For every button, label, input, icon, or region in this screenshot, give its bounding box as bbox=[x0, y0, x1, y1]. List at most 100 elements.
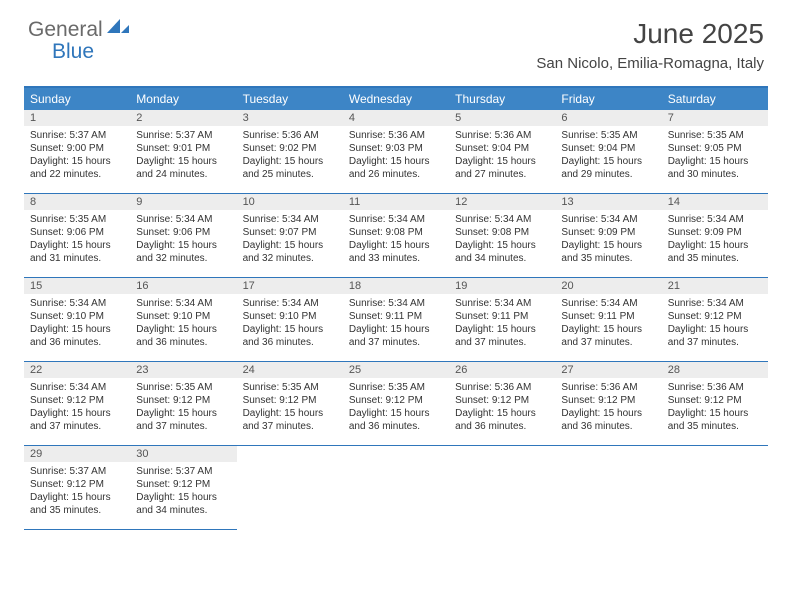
daylight-text: and 37 minutes. bbox=[30, 420, 124, 433]
day-details: Sunrise: 5:36 AMSunset: 9:02 PMDaylight:… bbox=[237, 126, 343, 185]
day-details: Sunrise: 5:34 AMSunset: 9:11 PMDaylight:… bbox=[555, 294, 661, 353]
daylight-text: and 36 minutes. bbox=[349, 420, 443, 433]
daylight-text: Daylight: 15 hours bbox=[136, 323, 230, 336]
day-details: Sunrise: 5:36 AMSunset: 9:03 PMDaylight:… bbox=[343, 126, 449, 185]
sunrise-text: Sunrise: 5:34 AM bbox=[349, 297, 443, 310]
day-cell: 7Sunrise: 5:35 AMSunset: 9:05 PMDaylight… bbox=[662, 110, 768, 193]
day-number: 28 bbox=[662, 362, 768, 378]
sunrise-text: Sunrise: 5:34 AM bbox=[136, 213, 230, 226]
sunset-text: Sunset: 9:12 PM bbox=[668, 310, 762, 323]
day-number: 6 bbox=[555, 110, 661, 126]
daylight-text: Daylight: 15 hours bbox=[349, 155, 443, 168]
day-details: Sunrise: 5:34 AMSunset: 9:10 PMDaylight:… bbox=[237, 294, 343, 353]
daylight-text: and 36 minutes. bbox=[243, 336, 337, 349]
week-row: 15Sunrise: 5:34 AMSunset: 9:10 PMDayligh… bbox=[24, 278, 768, 362]
daylight-text: Daylight: 15 hours bbox=[136, 407, 230, 420]
day-number: 22 bbox=[24, 362, 130, 378]
day-cell: 20Sunrise: 5:34 AMSunset: 9:11 PMDayligh… bbox=[555, 278, 661, 361]
sunset-text: Sunset: 9:03 PM bbox=[349, 142, 443, 155]
sunrise-text: Sunrise: 5:35 AM bbox=[136, 381, 230, 394]
daylight-text: Daylight: 15 hours bbox=[455, 155, 549, 168]
daylight-text: Daylight: 15 hours bbox=[136, 155, 230, 168]
daylight-text: Daylight: 15 hours bbox=[243, 239, 337, 252]
daylight-text: and 36 minutes. bbox=[561, 420, 655, 433]
sunrise-text: Sunrise: 5:35 AM bbox=[668, 129, 762, 142]
day-details: Sunrise: 5:34 AMSunset: 9:11 PMDaylight:… bbox=[343, 294, 449, 353]
sunset-text: Sunset: 9:06 PM bbox=[30, 226, 124, 239]
month-title: June 2025 bbox=[536, 18, 764, 50]
day-cell: 19Sunrise: 5:34 AMSunset: 9:11 PMDayligh… bbox=[449, 278, 555, 361]
daylight-text: Daylight: 15 hours bbox=[455, 407, 549, 420]
sunrise-text: Sunrise: 5:35 AM bbox=[243, 381, 337, 394]
day-cell: 14Sunrise: 5:34 AMSunset: 9:09 PMDayligh… bbox=[662, 194, 768, 277]
calendar: Sunday Monday Tuesday Wednesday Thursday… bbox=[24, 86, 768, 530]
day-number: 2 bbox=[130, 110, 236, 126]
day-number: 1 bbox=[24, 110, 130, 126]
day-number: 9 bbox=[130, 194, 236, 210]
sunrise-text: Sunrise: 5:34 AM bbox=[30, 381, 124, 394]
day-details: Sunrise: 5:36 AMSunset: 9:12 PMDaylight:… bbox=[662, 378, 768, 437]
weekday-header: Sunday bbox=[24, 88, 130, 110]
daylight-text: Daylight: 15 hours bbox=[455, 239, 549, 252]
day-cell: 25Sunrise: 5:35 AMSunset: 9:12 PMDayligh… bbox=[343, 362, 449, 445]
sunrise-text: Sunrise: 5:34 AM bbox=[561, 297, 655, 310]
daylight-text: Daylight: 15 hours bbox=[668, 155, 762, 168]
day-number: 27 bbox=[555, 362, 661, 378]
day-number: 18 bbox=[343, 278, 449, 294]
daylight-text: and 34 minutes. bbox=[136, 504, 230, 517]
sunrise-text: Sunrise: 5:36 AM bbox=[455, 381, 549, 394]
day-cell: 23Sunrise: 5:35 AMSunset: 9:12 PMDayligh… bbox=[130, 362, 236, 445]
sunset-text: Sunset: 9:12 PM bbox=[349, 394, 443, 407]
daylight-text: and 36 minutes. bbox=[30, 336, 124, 349]
daylight-text: and 37 minutes. bbox=[349, 336, 443, 349]
day-details: Sunrise: 5:34 AMSunset: 9:12 PMDaylight:… bbox=[24, 378, 130, 437]
day-cell: 26Sunrise: 5:36 AMSunset: 9:12 PMDayligh… bbox=[449, 362, 555, 445]
daylight-text: and 26 minutes. bbox=[349, 168, 443, 181]
day-number: 13 bbox=[555, 194, 661, 210]
daylight-text: and 36 minutes. bbox=[136, 336, 230, 349]
weekday-header: Friday bbox=[555, 88, 661, 110]
day-number: 3 bbox=[237, 110, 343, 126]
location-subtitle: San Nicolo, Emilia-Romagna, Italy bbox=[536, 55, 764, 72]
daylight-text: Daylight: 15 hours bbox=[668, 323, 762, 336]
sunrise-text: Sunrise: 5:37 AM bbox=[136, 129, 230, 142]
sunset-text: Sunset: 9:10 PM bbox=[30, 310, 124, 323]
daylight-text: and 35 minutes. bbox=[30, 504, 124, 517]
sunrise-text: Sunrise: 5:37 AM bbox=[30, 465, 124, 478]
sunrise-text: Sunrise: 5:34 AM bbox=[668, 213, 762, 226]
day-number: 5 bbox=[449, 110, 555, 126]
daylight-text: Daylight: 15 hours bbox=[349, 239, 443, 252]
day-number: 19 bbox=[449, 278, 555, 294]
day-details: Sunrise: 5:37 AMSunset: 9:01 PMDaylight:… bbox=[130, 126, 236, 185]
week-row: 29Sunrise: 5:37 AMSunset: 9:12 PMDayligh… bbox=[24, 446, 237, 530]
day-details: Sunrise: 5:35 AMSunset: 9:12 PMDaylight:… bbox=[130, 378, 236, 437]
daylight-text: and 32 minutes. bbox=[136, 252, 230, 265]
sunrise-text: Sunrise: 5:34 AM bbox=[243, 213, 337, 226]
sunrise-text: Sunrise: 5:34 AM bbox=[30, 297, 124, 310]
sunset-text: Sunset: 9:12 PM bbox=[136, 394, 230, 407]
sunset-text: Sunset: 9:11 PM bbox=[349, 310, 443, 323]
day-number: 7 bbox=[662, 110, 768, 126]
day-details: Sunrise: 5:35 AMSunset: 9:04 PMDaylight:… bbox=[555, 126, 661, 185]
day-cell: 4Sunrise: 5:36 AMSunset: 9:03 PMDaylight… bbox=[343, 110, 449, 193]
day-details: Sunrise: 5:34 AMSunset: 9:08 PMDaylight:… bbox=[343, 210, 449, 269]
week-row: 22Sunrise: 5:34 AMSunset: 9:12 PMDayligh… bbox=[24, 362, 768, 446]
daylight-text: and 33 minutes. bbox=[349, 252, 443, 265]
day-details: Sunrise: 5:34 AMSunset: 9:06 PMDaylight:… bbox=[130, 210, 236, 269]
daylight-text: and 36 minutes. bbox=[455, 420, 549, 433]
day-cell: 15Sunrise: 5:34 AMSunset: 9:10 PMDayligh… bbox=[24, 278, 130, 361]
day-cell: 12Sunrise: 5:34 AMSunset: 9:08 PMDayligh… bbox=[449, 194, 555, 277]
day-details: Sunrise: 5:37 AMSunset: 9:12 PMDaylight:… bbox=[130, 462, 236, 521]
day-details: Sunrise: 5:35 AMSunset: 9:05 PMDaylight:… bbox=[662, 126, 768, 185]
day-details: Sunrise: 5:35 AMSunset: 9:06 PMDaylight:… bbox=[24, 210, 130, 269]
day-details: Sunrise: 5:34 AMSunset: 9:10 PMDaylight:… bbox=[24, 294, 130, 353]
daylight-text: Daylight: 15 hours bbox=[30, 323, 124, 336]
day-details: Sunrise: 5:36 AMSunset: 9:12 PMDaylight:… bbox=[449, 378, 555, 437]
day-details: Sunrise: 5:34 AMSunset: 9:09 PMDaylight:… bbox=[555, 210, 661, 269]
day-details: Sunrise: 5:34 AMSunset: 9:07 PMDaylight:… bbox=[237, 210, 343, 269]
day-details: Sunrise: 5:36 AMSunset: 9:12 PMDaylight:… bbox=[555, 378, 661, 437]
weekday-header-row: Sunday Monday Tuesday Wednesday Thursday… bbox=[24, 88, 768, 110]
sunrise-text: Sunrise: 5:36 AM bbox=[455, 129, 549, 142]
day-number: 12 bbox=[449, 194, 555, 210]
daylight-text: Daylight: 15 hours bbox=[561, 155, 655, 168]
